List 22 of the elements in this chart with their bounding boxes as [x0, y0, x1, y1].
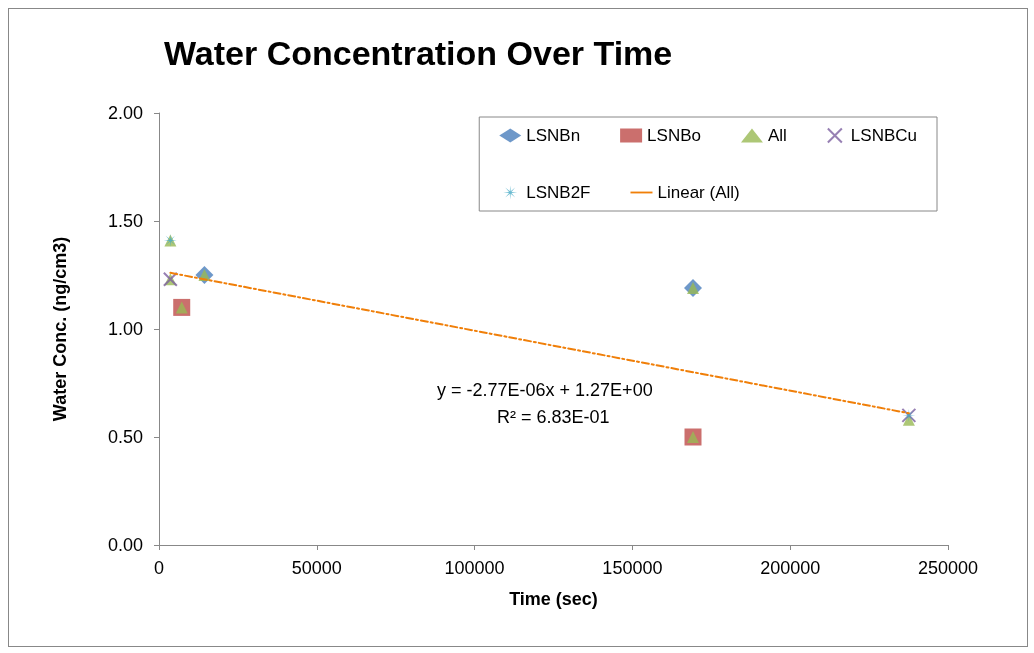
x-axis-title: Time (sec)	[509, 589, 598, 609]
y-tick-label: 2.00	[107, 103, 143, 123]
x-tick-label: 200000	[760, 558, 821, 578]
y-tick-label: 0.00	[107, 535, 143, 555]
y-tick-label: 1.00	[107, 319, 143, 339]
legend-label: Linear (All)	[657, 183, 740, 202]
x-tick-label: 250000	[917, 558, 979, 578]
annotation: y = -2.77E-06x + 1.27E+00	[437, 380, 653, 400]
x-tick-label: 150000	[602, 558, 663, 578]
y-tick-label: 1.50	[107, 211, 143, 231]
legend-label: LSNBCu	[850, 126, 917, 145]
chart-title: Water Concentration Over Time	[164, 34, 673, 72]
x-tick-label: 100000	[444, 558, 505, 578]
legend-label: All	[767, 126, 787, 145]
y-tick-label: 0.50	[107, 427, 143, 447]
legend-label: LSNBn	[526, 126, 581, 145]
annotation: R² = 6.83E-01	[497, 407, 610, 427]
y-axis-title: Water Conc. (ng/cm3)	[50, 236, 70, 422]
x-tick-label: 50000	[291, 558, 342, 578]
legend-label: LSNB2F	[526, 183, 591, 202]
x-tick-label: 0	[153, 558, 165, 578]
legend-label: LSNBo	[647, 126, 701, 145]
